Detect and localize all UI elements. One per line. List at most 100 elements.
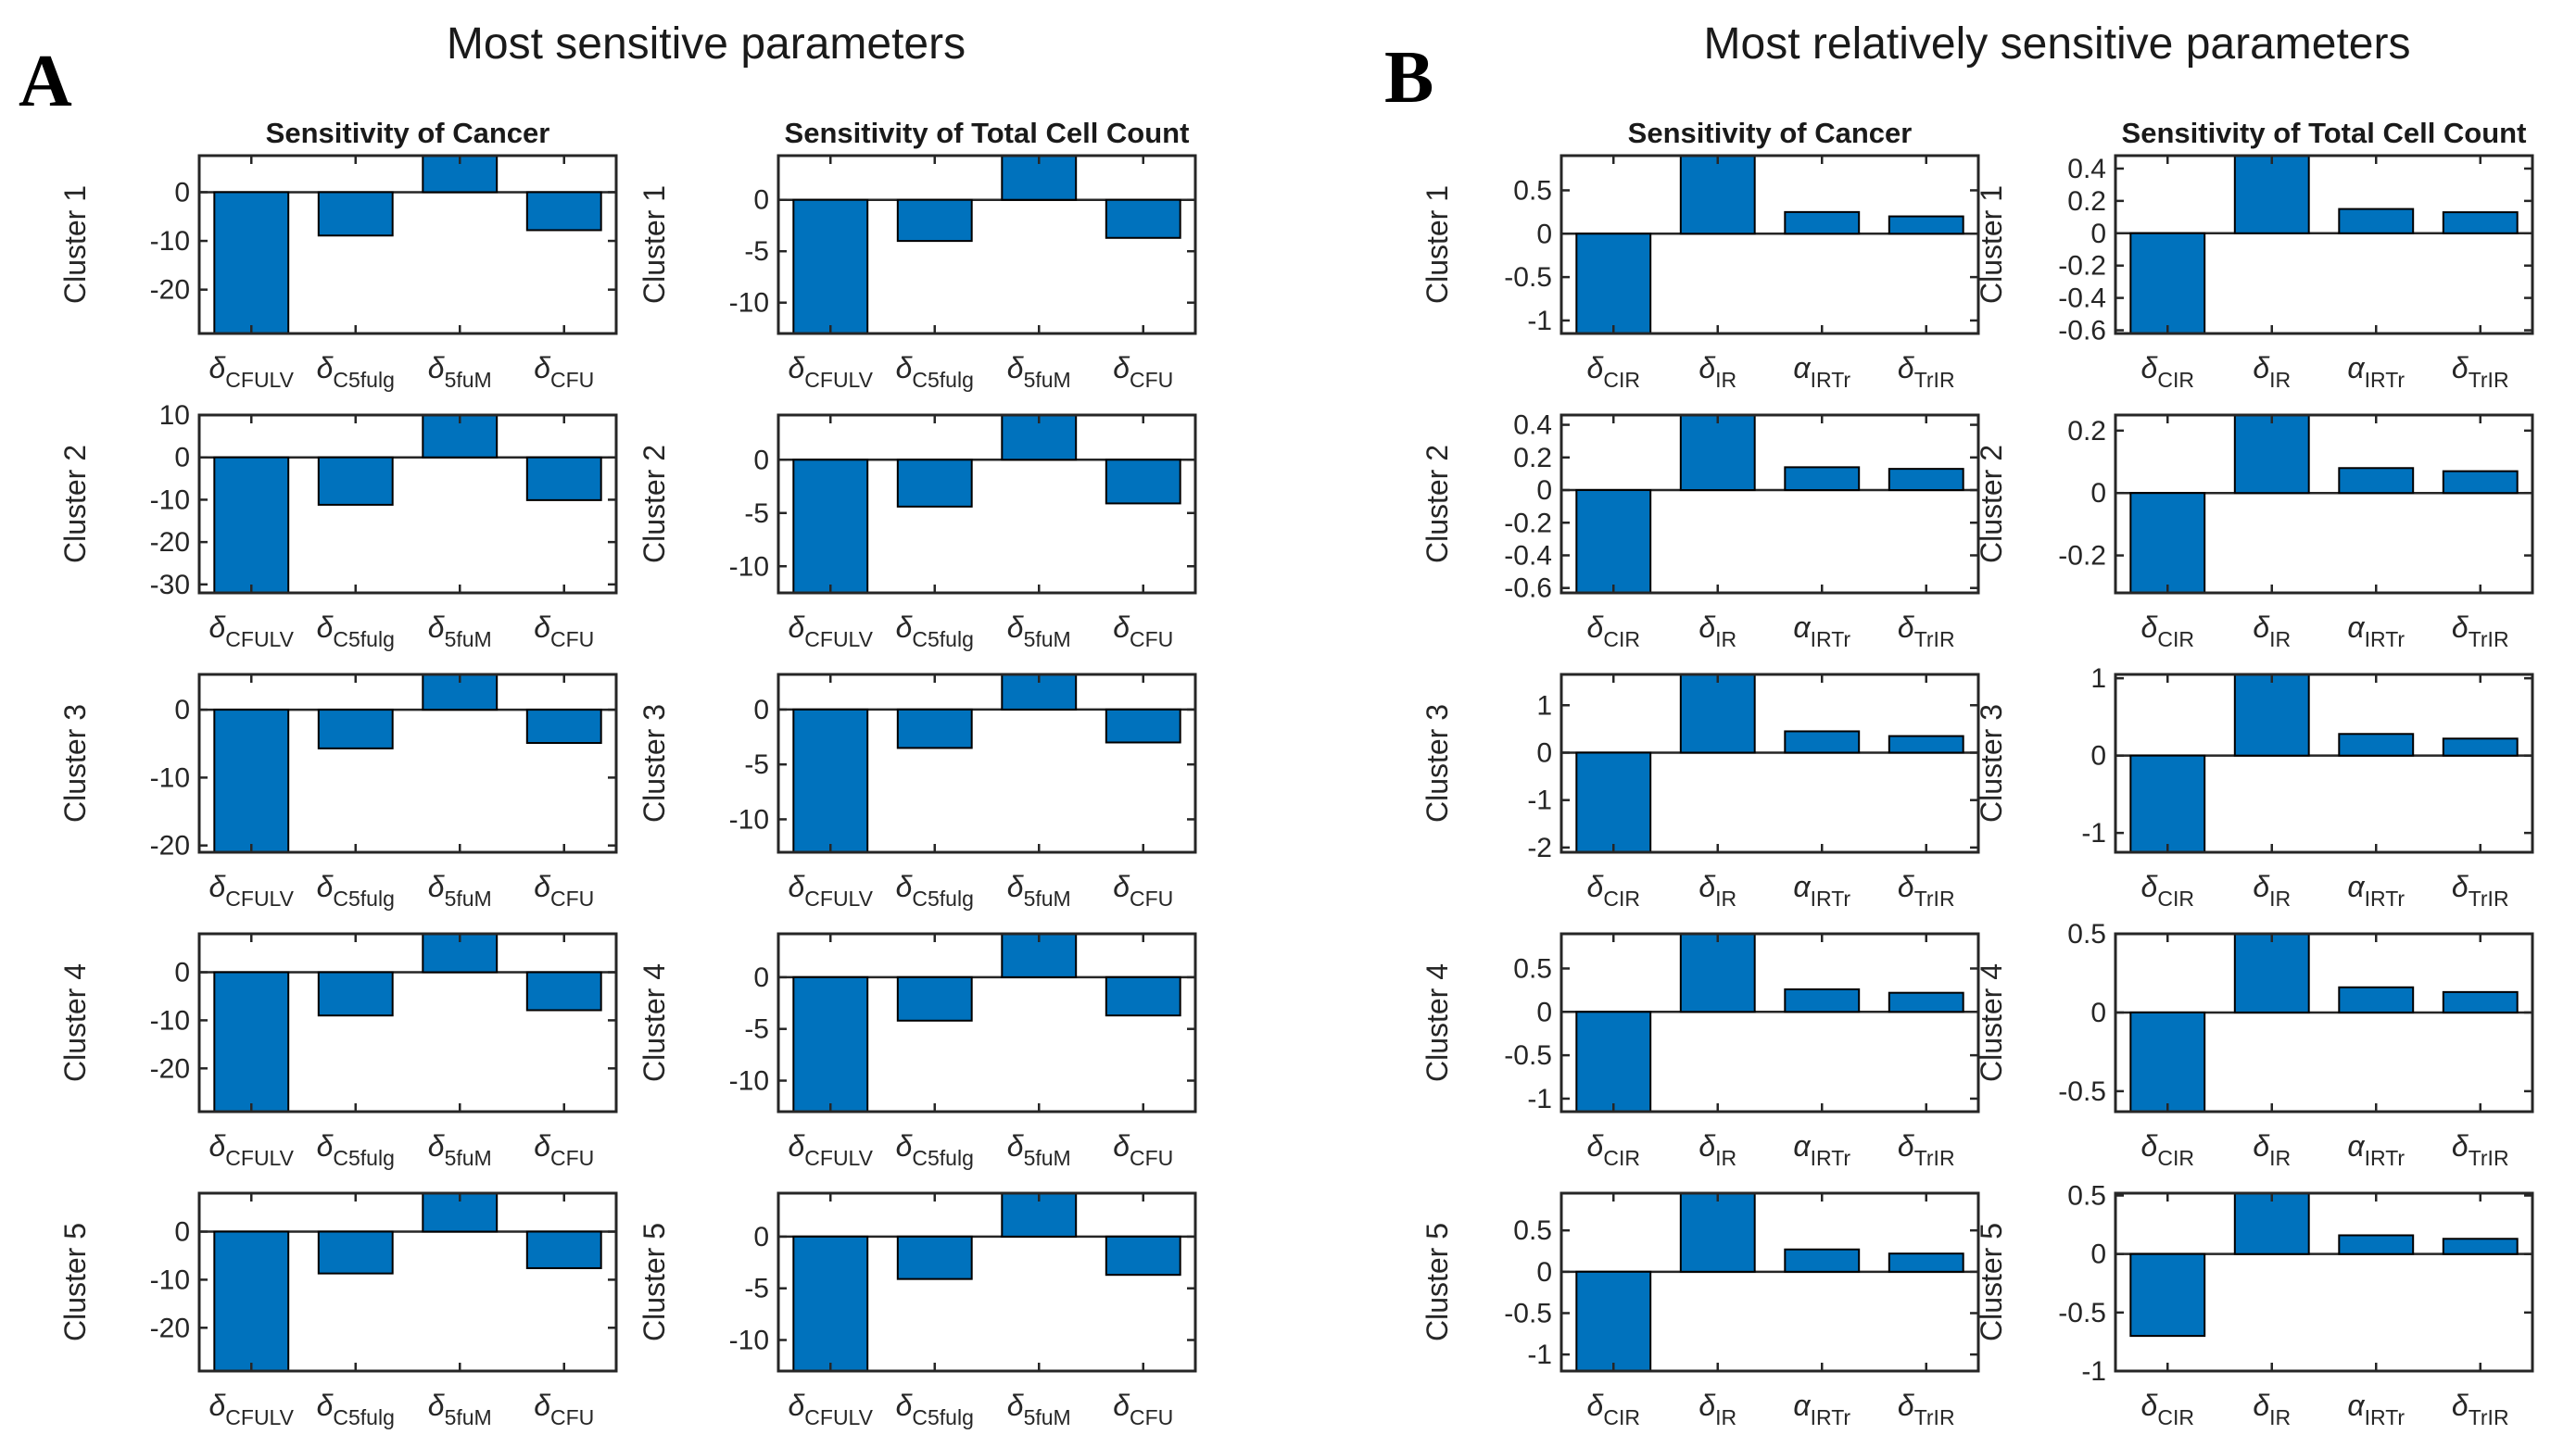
- bar-α_IRTr: [2338, 1234, 2415, 1255]
- y-tick-label: -30: [150, 570, 190, 600]
- bars-group: [1575, 1193, 1964, 1371]
- bar-chart-svg: 0 -5 -10 δCFULV δC5fulg δ5fuM δCFU Cluster 5: [638, 1191, 1197, 1429]
- y-tick-label: 0: [174, 177, 190, 208]
- bars-group: [1575, 674, 1964, 852]
- bar-δ_C5fulg: [317, 709, 394, 749]
- bar-δ_TrIR: [2442, 1238, 2519, 1255]
- bar-δ_5fuM: [1001, 934, 1078, 978]
- bars-group: [213, 934, 602, 1112]
- bars-group: [2129, 1193, 2519, 1338]
- y-tick-label: -5: [744, 498, 769, 529]
- bars-group: [2129, 934, 2519, 1112]
- y-tick-label: -5: [744, 749, 769, 780]
- bar-δ_CIR: [2129, 754, 2206, 852]
- chart-a-cancer-cluster-5: 0 -10 -20 δCFULV δC5fulg δ5fuM δCFU Cluster 5: [37, 1182, 633, 1447]
- bar-δ_CFULV: [792, 708, 869, 852]
- x-tick-label: δCFULV: [209, 1129, 295, 1170]
- panel-a-title: Most sensitive parameters: [446, 19, 966, 69]
- y-axis-label: Cluster 3: [1421, 704, 1454, 823]
- x-tick-label: δCFULV: [209, 351, 295, 392]
- bars-group: [792, 415, 1181, 593]
- axes-box: [777, 673, 1197, 854]
- x-tick-label: δCIR: [1587, 870, 1640, 911]
- x-tick-label: δIR: [2253, 1389, 2291, 1429]
- x-tick-label: δ5fuM: [428, 610, 492, 651]
- x-tick-label: δIR: [2253, 870, 2291, 911]
- y-tick-label: -10: [150, 1265, 190, 1295]
- bar-δ_5fuM: [1001, 1193, 1078, 1238]
- axes-box: [1559, 154, 1980, 335]
- x-tick-label: δC5fulg: [317, 351, 395, 392]
- x-tick-label: δTrIR: [2452, 351, 2509, 392]
- y-tick-label: -10: [150, 762, 190, 793]
- bar-δ_CFULV: [792, 459, 869, 593]
- bar-δ_CFU: [525, 971, 602, 1012]
- x-tick-label: δC5fulg: [317, 1129, 395, 1170]
- axes-box: [2114, 154, 2534, 335]
- y-tick-label: -10: [729, 288, 769, 319]
- axes-box: [777, 154, 1197, 335]
- y-tick-label: 1: [2090, 663, 2106, 694]
- chart-b-total-cell-count-cluster-5: 0.5 0 -0.5 -1 δCIR δIR αIRTr δTrIR Cluster 5: [1953, 1181, 2549, 1447]
- axes-box: [2114, 932, 2534, 1114]
- y-axis-label: Cluster 4: [638, 963, 671, 1082]
- x-tick-label: δIR: [1698, 870, 1736, 911]
- chart-b-total-cell-count-cluster-3: 1 0 -1 δCIR δIR αIRTr δTrIR Cluster 3: [1953, 663, 2549, 937]
- y-tick-label: -20: [150, 527, 190, 558]
- x-tick-label: δC5fulg: [317, 870, 395, 911]
- y-tick-label: 1: [1536, 690, 1552, 721]
- x-tick-label: δ5fuM: [428, 870, 492, 911]
- y-tick-label: 0: [1536, 475, 1552, 506]
- y-axis-label: Cluster 5: [1975, 1223, 2008, 1341]
- y-tick-label: 0: [2090, 478, 2106, 509]
- bar-δ_CFULV: [213, 456, 290, 593]
- y-axis-label: Cluster 4: [1421, 963, 1454, 1082]
- panel-b-label: B: [1384, 37, 1434, 119]
- bars-group: [1575, 934, 1964, 1112]
- bar-δ_C5fulg: [317, 191, 394, 237]
- bar-δ_CIR: [1575, 1011, 1652, 1112]
- panel-b-title: Most relatively sensitive parameters: [1703, 19, 2411, 69]
- bar-chart-svg: 0.40.20-0.2-0.4-0.6 δCIR δIR αIRTr δTrIR Clus…: [1975, 154, 2534, 392]
- x-tick-label: δIR: [1698, 610, 1736, 651]
- bars-group: [213, 1193, 602, 1371]
- y-tick-label: 0.5: [2067, 923, 2106, 950]
- x-tick-label: δCIR: [1587, 1389, 1640, 1429]
- bar-δ_CIR: [2129, 232, 2206, 333]
- bars-group: [792, 934, 1181, 1112]
- x-tick-label: δCIR: [1587, 1129, 1640, 1170]
- bars-group: [2129, 415, 2519, 593]
- panel-a-col-title-total-cell-count: Sensitivity of Total Cell Count: [784, 117, 1190, 149]
- bar-δ_CFULV: [213, 709, 290, 852]
- y-tick-label: -1: [1527, 786, 1552, 816]
- x-tick-label: δCFULV: [789, 1129, 874, 1170]
- bars-group: [1575, 156, 1964, 333]
- y-tick-label: -0.6: [1504, 573, 1552, 604]
- y-tick-label: 0: [753, 963, 769, 993]
- chart-a-cancer-cluster-2: 10 0 -10 -20 -30 δCFULV δC5fulg δ5fuM δCFU Cluste…: [37, 400, 633, 678]
- bar-chart-svg: 0 -10 -20 δCFULV δC5fulg δ5fuM δCFU Cluster 1: [58, 154, 618, 392]
- bar-δ_CIR: [2129, 492, 2206, 593]
- bar-chart-svg: 0.5 0 -0.5 -1 δCIR δIR αIRTr δTrIR Cluster 4: [1421, 932, 1980, 1170]
- chart-a-total-cell-count-cluster-4: 0 -5 -10 δCFULV δC5fulg δ5fuM δCFU Cluster 4: [616, 923, 1212, 1197]
- y-tick-label: 0.4: [1513, 410, 1552, 441]
- bar-δ_CFULV: [792, 975, 869, 1112]
- x-tick-label: αIRTr: [1793, 1129, 1850, 1170]
- x-tick-label: αIRTr: [2347, 870, 2405, 911]
- panel-b-col-title-cancer: Sensitivity of Cancer: [1627, 117, 1913, 149]
- chart-b-total-cell-count-cluster-2: 0.2 0 -0.2 δCIR δIR αIRTr δTrIR Cluster 2: [1953, 404, 2549, 678]
- chart-b-cancer-cluster-1: 0.5 0 -0.5 -1 δCIR δIR αIRTr δTrIR Cluster 1: [1399, 145, 1995, 419]
- y-tick-label: -0.2: [2058, 251, 2106, 282]
- axes-box: [777, 1191, 1197, 1373]
- x-tick-label: δCFULV: [789, 610, 874, 651]
- x-tick-label: δC5fulg: [317, 610, 395, 651]
- axes-box: [197, 673, 618, 854]
- axes-box: [197, 154, 618, 335]
- y-tick-label: -10: [150, 226, 190, 257]
- x-tick-label: δC5fulg: [896, 351, 974, 392]
- x-tick-label: δ5fuM: [1007, 610, 1071, 651]
- y-tick-label: 0.2: [2067, 416, 2106, 447]
- bar-δ_TrIR: [2442, 211, 2519, 234]
- y-tick-label: -0.2: [1504, 508, 1552, 538]
- x-tick-label: δCFULV: [789, 351, 874, 392]
